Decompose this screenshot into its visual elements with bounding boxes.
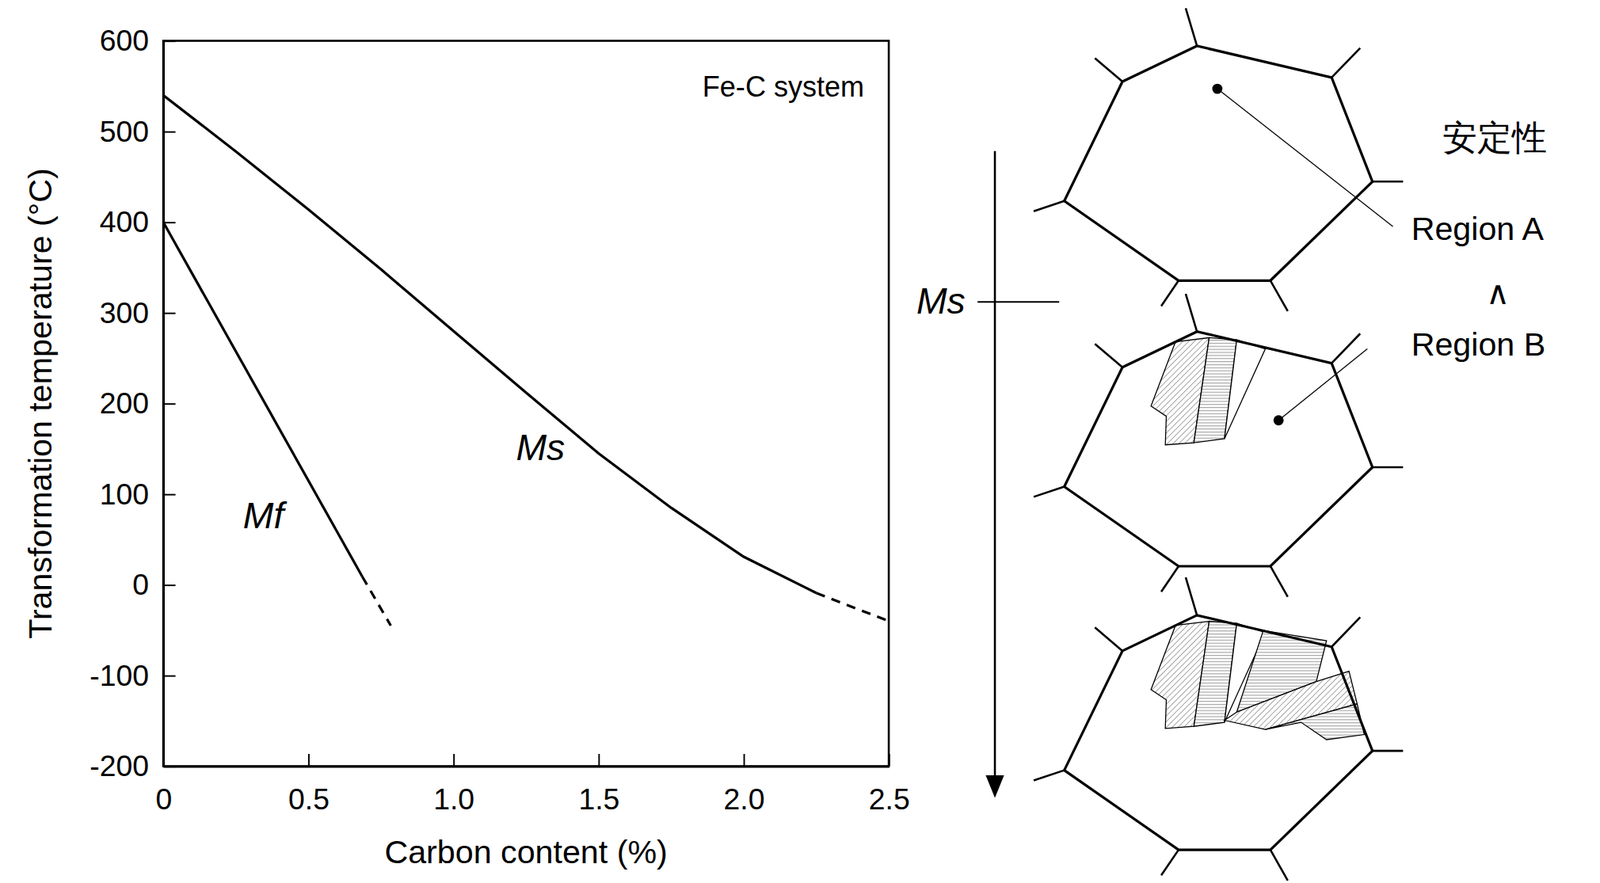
grain-boundary <box>1161 849 1179 876</box>
tick: -100 <box>89 659 176 693</box>
martensite-plate <box>1224 339 1266 439</box>
tick-mark <box>163 675 176 678</box>
grain-boundary <box>1331 617 1360 647</box>
martensite-plate <box>1264 704 1364 740</box>
series-line <box>361 576 391 626</box>
tick: 100 <box>99 477 176 511</box>
tick-mark <box>308 754 310 766</box>
stability-label: 安定性 <box>1442 118 1547 157</box>
curve-label: Ms <box>516 426 566 469</box>
grain-boundary <box>1094 343 1123 368</box>
tick-label: 1.0 <box>433 782 475 816</box>
plot-frame <box>163 41 889 767</box>
grain-boundary <box>1331 48 1360 78</box>
tick-label: 2.0 <box>723 782 766 816</box>
cooling-arrow <box>994 151 997 781</box>
tick-mark <box>163 312 176 315</box>
page: 0 0.5 1.0 1.5 2.0 2.5 -200 -100 0 100 200 300 400 500… <box>0 0 1600 883</box>
grain-boundary <box>1161 566 1179 592</box>
series-line <box>815 593 889 621</box>
tick-label: 500 <box>99 114 149 149</box>
axis-line <box>163 765 890 769</box>
tick-mark <box>163 403 176 405</box>
region-label: Region A <box>1411 210 1545 248</box>
grain-outline <box>1064 615 1373 850</box>
tick: 0 <box>132 567 176 602</box>
grain-boundary <box>1094 57 1123 82</box>
grain <box>1033 7 1403 312</box>
grain-boundary <box>1033 201 1065 212</box>
curve-label: Mf <box>243 495 288 537</box>
tick-label: 0.5 <box>288 782 330 816</box>
tick-mark <box>598 754 600 766</box>
grain-boundary <box>1033 487 1065 498</box>
grain-boundary <box>1094 627 1123 652</box>
tick-mark <box>163 584 176 587</box>
grain-boundary <box>1185 293 1197 332</box>
tick-mark <box>163 494 176 496</box>
chart-title: Fe-C system <box>702 70 865 103</box>
tick: 600 <box>99 23 176 58</box>
ms-label: Ms <box>916 280 966 322</box>
tick-mark <box>743 754 746 766</box>
y-axis-title: Transformation temperature (°C) <box>22 167 59 639</box>
grain-outline <box>1064 331 1373 567</box>
x-axis: 0 0.5 1.0 1.5 2.0 2.5 <box>155 754 910 816</box>
diagram: Ms 安定性 Region A ∧ Region B <box>916 7 1547 880</box>
tick: 1.5 <box>578 754 620 816</box>
grain-boundary <box>1185 7 1197 46</box>
tick-label: -200 <box>89 749 149 783</box>
tick: 200 <box>99 386 176 420</box>
arrow-head <box>985 775 1004 798</box>
series-line <box>163 95 816 594</box>
tick: -200 <box>89 749 176 783</box>
root: 0 0.5 1.0 1.5 2.0 2.5 -200 -100 0 100 200 300 400 500… <box>22 7 1547 880</box>
tick-mark <box>163 131 176 134</box>
tick-label: 2.5 <box>868 782 911 816</box>
grain-boundary <box>1033 770 1065 781</box>
grain <box>1033 293 1403 598</box>
grain-outline <box>1064 45 1373 281</box>
grain-boundary <box>1372 750 1404 753</box>
relation-label: ∧ <box>1485 274 1510 312</box>
grain <box>1033 577 1403 881</box>
grain-boundary <box>1270 566 1288 598</box>
tick-mark <box>163 40 176 42</box>
tick-label: 0 <box>155 782 172 816</box>
tick: 1.0 <box>433 754 475 816</box>
series-line <box>163 222 362 578</box>
grain-boundary <box>1372 466 1404 469</box>
region-label: Region B <box>1411 326 1547 363</box>
tick: 300 <box>99 296 176 330</box>
y-axis: -200 -100 0 100 200 300 400 500 600 <box>89 23 176 783</box>
tick-mark <box>453 754 455 766</box>
tick-label: 300 <box>99 296 149 330</box>
tick-label: 200 <box>99 386 149 420</box>
grain-boundary <box>1372 180 1404 183</box>
tick-mark <box>163 765 176 768</box>
ms-marker <box>977 300 1060 303</box>
tick: 0.5 <box>288 754 330 816</box>
tick-label: 400 <box>99 205 149 239</box>
grain-boundary <box>1161 280 1179 306</box>
grain-boundary <box>1185 577 1197 616</box>
tick-label: 600 <box>99 23 149 58</box>
grain-boundary <box>1270 849 1288 881</box>
tick: 2.5 <box>868 754 911 816</box>
plot-lines <box>163 95 889 626</box>
tick-label: -100 <box>89 659 149 693</box>
tick-label: 1.5 <box>578 782 620 816</box>
leader-line <box>1278 349 1368 421</box>
x-axis-title: Carbon content (%) <box>384 834 667 871</box>
tick: 500 <box>99 114 176 149</box>
tick: 2.0 <box>723 754 766 816</box>
grain-boundary <box>1270 280 1288 312</box>
tick-label: 0 <box>132 567 149 602</box>
leader-line <box>1217 88 1394 227</box>
tick-label: 100 <box>99 477 149 511</box>
tick-mark <box>888 754 891 766</box>
